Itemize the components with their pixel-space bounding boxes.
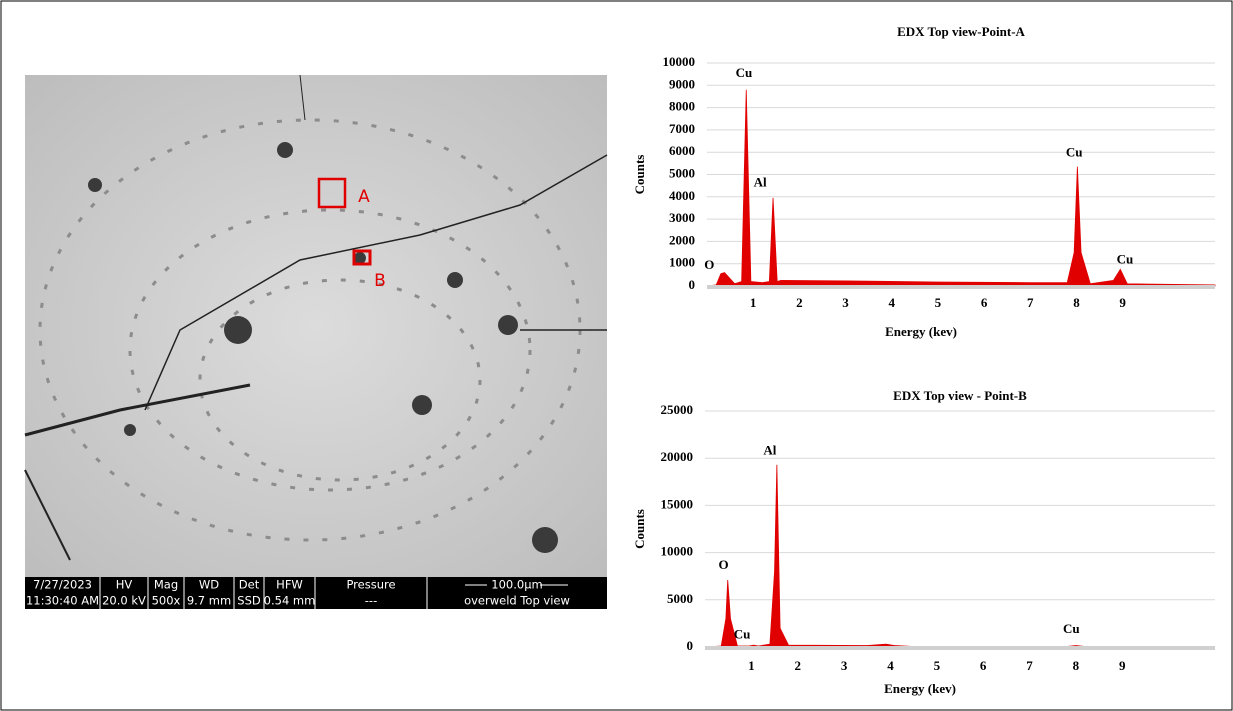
- x-tick-label: 8: [1073, 658, 1080, 673]
- y-tick-label: 6000: [669, 143, 695, 158]
- chart-title: EDX Top view - Point-B: [893, 388, 1027, 403]
- chart-title: EDX Top view-Point-A: [897, 24, 1025, 39]
- peak-label: O: [704, 257, 714, 272]
- dark-particles: [88, 142, 558, 553]
- chart: EDX Top view-Point-A 0 1000 2000 3000 4000 500…: [632, 24, 1216, 339]
- y-tick-label: 9000: [669, 76, 695, 91]
- x-tick-label: 3: [841, 658, 848, 673]
- info-bar: [25, 577, 607, 609]
- info-text: 7/27/2023: [33, 578, 92, 592]
- y-tick-label: 15000: [661, 496, 694, 511]
- cracks: [24, 74, 608, 561]
- spectrum-area: [706, 89, 1216, 287]
- y-tick-label: 0: [689, 277, 696, 292]
- peak-label: Cu: [1066, 144, 1083, 159]
- info-text: 500x: [152, 594, 181, 608]
- y-tick-label: 2000: [669, 232, 695, 247]
- y-tick-label: 7000: [669, 121, 695, 136]
- info-text: ---: [365, 594, 377, 608]
- peak-label: Cu: [1063, 621, 1080, 636]
- marker-label: A: [358, 187, 370, 207]
- y-tick-label: 20000: [661, 449, 694, 464]
- y-tick-label: 5000: [669, 165, 695, 180]
- info-text: overweld Top view: [464, 594, 570, 608]
- x-tick-label: 3: [842, 295, 849, 310]
- info-text: Mag: [154, 578, 178, 592]
- marker-label: B: [374, 271, 386, 291]
- info-text: 100.0µm: [491, 578, 542, 592]
- peak-label: Al: [754, 174, 767, 189]
- info-text: HFW: [276, 578, 303, 592]
- x-tick-label: 2: [794, 658, 801, 673]
- y-tick-label: 1000: [669, 255, 695, 270]
- sem-image: A B 7/27/2023 11:30:40 AM HV 20.0 kV Mag 500x…: [24, 74, 608, 609]
- y-axis-title: Counts: [632, 155, 647, 195]
- info-text: WD: [199, 578, 219, 592]
- sem-background: [25, 75, 607, 577]
- x-tick-label: 7: [1027, 295, 1034, 310]
- x-tick-label: 1: [748, 658, 755, 673]
- x-tick-label: 9: [1119, 295, 1126, 310]
- y-tick-label: 25000: [661, 402, 694, 417]
- x-tick-label: 7: [1026, 658, 1033, 673]
- spectrum-area: [704, 464, 1216, 648]
- info-text: 20.0 kV: [102, 594, 146, 608]
- y-tick-label: 0: [687, 638, 694, 653]
- y-axis-title: Counts: [632, 509, 647, 549]
- y-tick-label: 4000: [669, 188, 695, 203]
- x-tick-label: 8: [1073, 295, 1080, 310]
- info-text: 11:30:40 AM: [26, 594, 99, 608]
- peak-label: O: [718, 557, 728, 572]
- marker-box: [317, 177, 347, 209]
- x-tick-label: 4: [887, 658, 894, 673]
- info-text: 0.54 mm: [264, 594, 316, 608]
- x-tick-label: 5: [934, 658, 941, 673]
- peak-label: Cu: [734, 627, 751, 642]
- x-tick-label: 5: [935, 295, 942, 310]
- peak-label: Cu: [736, 65, 753, 80]
- x-tick-label: 6: [981, 295, 988, 310]
- peak-label: Cu: [1117, 251, 1134, 266]
- marker-box: [352, 249, 372, 266]
- y-tick-label: 8000: [669, 99, 695, 114]
- x-tick-label: 2: [796, 295, 803, 310]
- info-text: Det: [239, 578, 260, 592]
- x-tick-label: 4: [888, 295, 895, 310]
- peak-label: Al: [763, 443, 776, 458]
- x-tick-label: 1: [750, 295, 757, 310]
- x-axis-title: Energy (kev): [884, 681, 956, 696]
- y-tick-label: 10000: [663, 54, 696, 69]
- y-tick-label: 3000: [669, 210, 695, 225]
- info-text: SSD: [237, 594, 261, 608]
- info-text: Pressure: [346, 578, 395, 592]
- x-tick-label: 9: [1119, 658, 1126, 673]
- x-tick-label: 6: [980, 658, 987, 673]
- info-text: 9.7 mm: [187, 594, 231, 608]
- chart: EDX Top view - Point-B 0 5000 10000 15000 200…: [632, 388, 1216, 696]
- info-text: HV: [116, 578, 133, 592]
- y-tick-label: 5000: [667, 591, 693, 606]
- y-tick-label: 10000: [661, 544, 694, 559]
- x-axis-title: Energy (kev): [885, 324, 957, 339]
